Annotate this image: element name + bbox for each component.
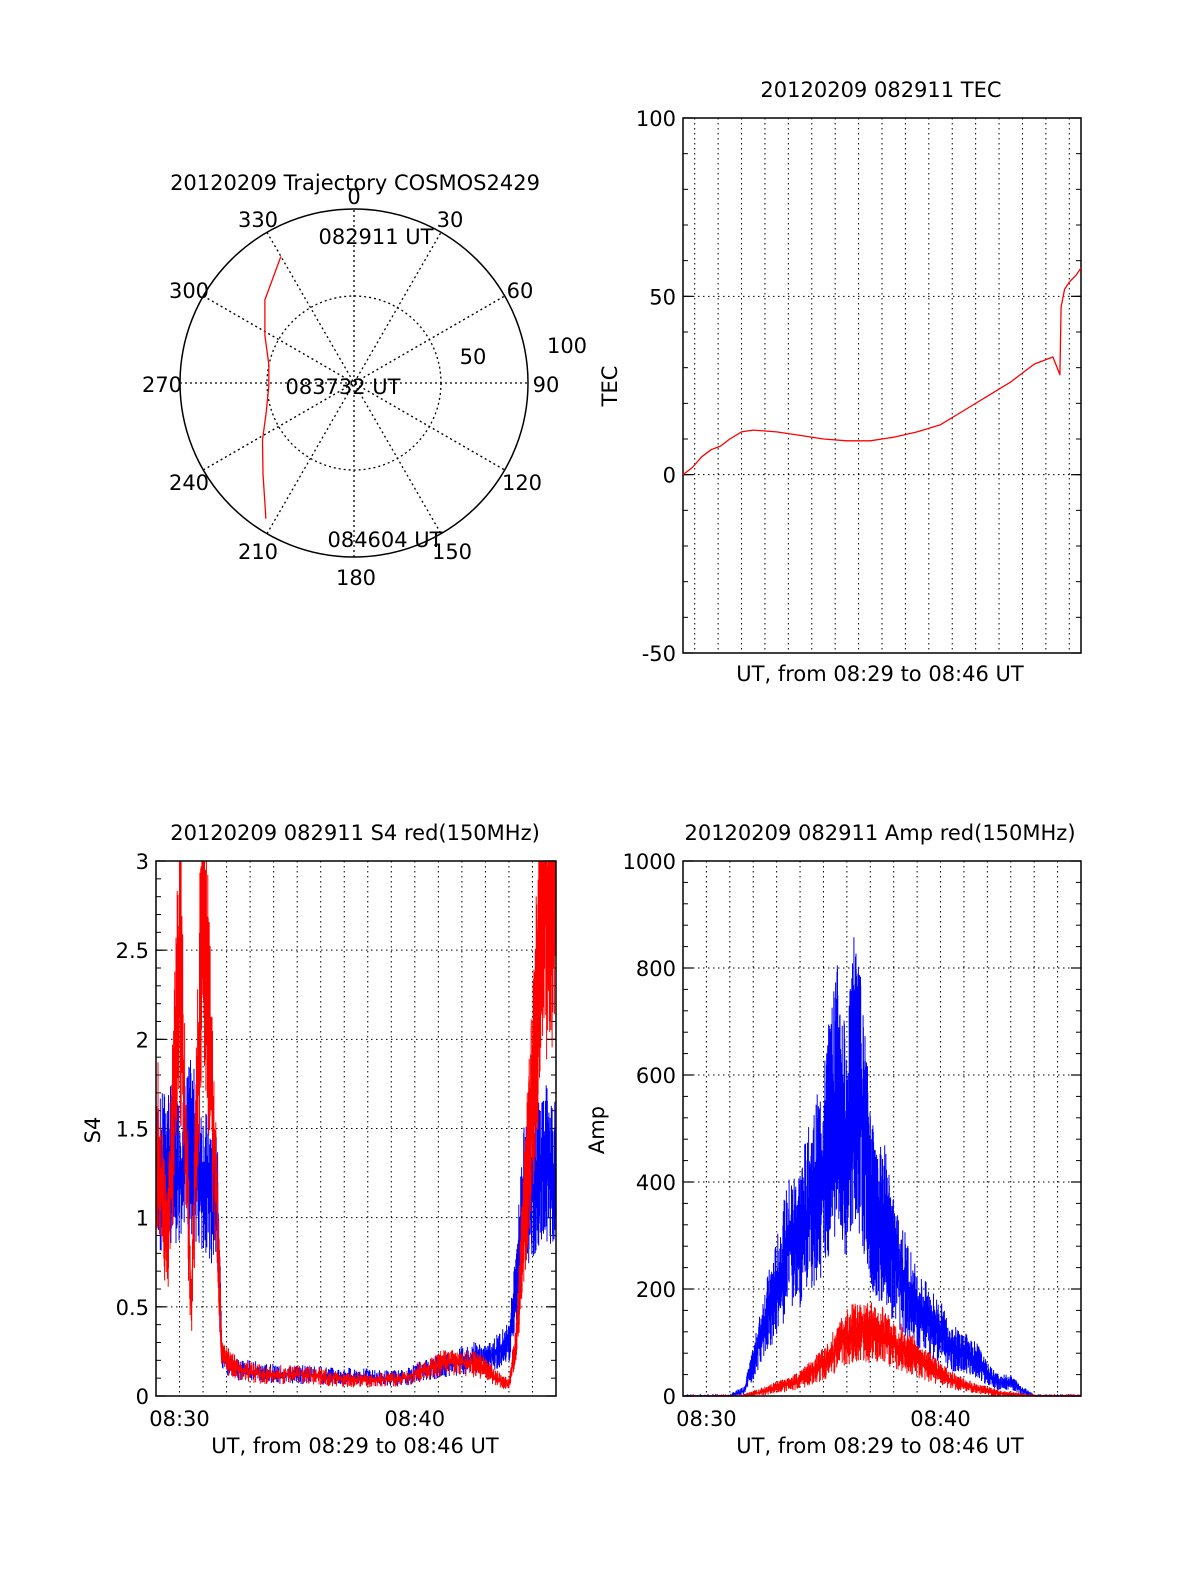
tec-panel: 20120209 082911 TEC -50 0 50 100 TEC UT, fr… <box>598 78 1082 686</box>
az-label-330: 330 <box>238 208 278 232</box>
ytick-label: 1 <box>136 1207 149 1231</box>
amp-title: 20120209 082911 Amp red(150MHz) <box>684 821 1075 845</box>
ytick-label: 3 <box>136 850 149 874</box>
ytick-label: 400 <box>636 1171 676 1195</box>
az-label-240: 240 <box>169 471 209 495</box>
az-label-180: 180 <box>336 566 376 590</box>
xtick-label: 08:40 <box>385 1407 446 1431</box>
ytick-label: -50 <box>642 642 676 666</box>
amp-panel: 20120209 082911 Amp red(150MHz) 0 200 400 6… <box>585 821 1082 1458</box>
polar-trajectory-layer <box>261 256 282 519</box>
polar-grid <box>180 209 528 557</box>
amp-yticks: 0 200 400 600 800 1000 <box>623 850 676 1409</box>
polar-trajectory-line <box>261 256 282 519</box>
ytick-label: 2 <box>136 1028 149 1052</box>
ytick-label: 100 <box>636 107 676 131</box>
ytick-label: 200 <box>636 1278 676 1302</box>
tec-xlabel: UT, from 08:29 to 08:46 UT <box>736 662 1024 686</box>
az-label-210: 210 <box>238 540 278 564</box>
ytick-label: 600 <box>636 1064 676 1088</box>
az-label-300: 300 <box>169 279 209 303</box>
polar-grid-spoke <box>266 231 442 535</box>
amp-plot-frame <box>682 860 1082 1397</box>
amp-xlabel: UT, from 08:29 to 08:46 UT <box>736 1434 1024 1458</box>
ytick-label: 0 <box>663 1385 676 1409</box>
amp-xticks: 08:30 08:40 <box>676 1407 971 1431</box>
polar-outer-circle <box>179 208 529 558</box>
az-label-150: 150 <box>432 540 472 564</box>
radial-label-100: 100 <box>547 334 587 358</box>
series-noise <box>155 861 557 1389</box>
tec-series-layer <box>682 267 1082 476</box>
series-noise <box>155 1060 557 1387</box>
az-label-60: 60 <box>507 279 534 303</box>
az-label-90: 90 <box>533 373 560 397</box>
az-label-0: 0 <box>347 185 360 209</box>
ytick-label: 1000 <box>623 850 676 874</box>
s4-panel: 20120209 082911 S4 red(150MHz) 0 0.5 1 1.5 2… <box>81 821 557 1458</box>
polar-annotation-start: 082911 UT <box>318 225 433 249</box>
polar-panel: 20120209 Trajectory COSMOS2429 0 30 60 9… <box>142 171 587 590</box>
s4-xlabel: UT, from 08:29 to 08:46 UT <box>211 1434 499 1458</box>
tec-yticks: -50 0 50 100 <box>636 107 676 666</box>
az-label-30: 30 <box>437 208 464 232</box>
amp-ylabel: Amp <box>585 1106 609 1154</box>
ytick-label: 0.5 <box>116 1296 149 1320</box>
polar-grid-spoke <box>266 231 442 535</box>
ytick-label: 0 <box>136 1385 149 1409</box>
az-label-270: 270 <box>142 373 182 397</box>
tec-grid <box>683 117 1081 654</box>
az-label-120: 120 <box>502 471 542 495</box>
xtick-label: 08:30 <box>149 1407 210 1431</box>
polar-grid-spoke <box>202 295 506 471</box>
series-noise <box>682 1302 1080 1396</box>
xtick-label: 08:40 <box>910 1407 971 1431</box>
tec-title: 20120209 082911 TEC <box>760 78 1001 102</box>
s4-series-layer <box>155 860 557 1389</box>
s4-plot-frame <box>155 860 557 1397</box>
s4-xticks: 08:30 08:40 <box>149 1407 445 1431</box>
polar-grid-spoke <box>202 295 506 471</box>
series-line <box>682 267 1082 476</box>
radial-label-50: 50 <box>460 345 487 369</box>
s4-title: 20120209 082911 S4 red(150MHz) <box>170 821 540 845</box>
ytick-label: 0 <box>663 464 676 488</box>
s4-grid <box>156 860 556 1397</box>
ytick-label: 50 <box>649 285 676 309</box>
amp-series-layer <box>682 937 1081 1397</box>
s4-yticks: 0 0.5 1 1.5 2 2.5 3 <box>116 850 149 1409</box>
ytick-label: 2.5 <box>116 939 149 963</box>
xtick-label: 08:30 <box>676 1407 737 1431</box>
polar-title: 20120209 Trajectory COSMOS2429 <box>170 171 540 195</box>
tec-ylabel: TEC <box>598 366 622 408</box>
s4-ylabel: S4 <box>81 1117 105 1144</box>
ytick-label: 800 <box>636 957 676 981</box>
polar-annotation-mid: 083732 UT <box>285 375 400 399</box>
ytick-label: 1.5 <box>116 1118 149 1142</box>
polar-annotation-end: 084604 UT <box>327 528 442 552</box>
polar-azimuth-labels: 0 30 60 90 120 150 180 210 240 270 300 3… <box>142 185 559 590</box>
tec-plot-frame <box>682 117 1082 654</box>
